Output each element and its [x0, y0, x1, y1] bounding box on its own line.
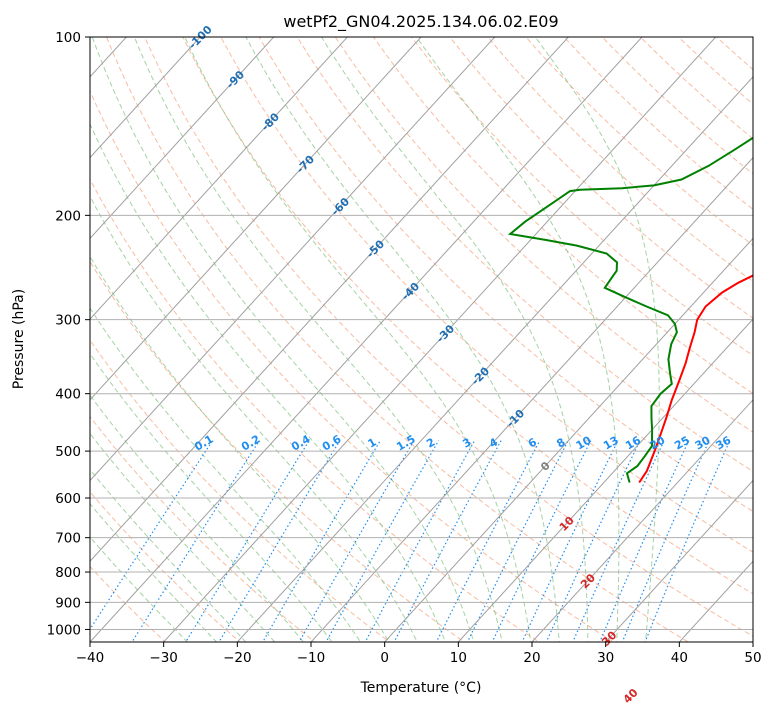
chart-title: wetPf2_GN04.2025.134.06.02.E09	[283, 12, 558, 32]
y-tick-label: 500	[55, 444, 81, 460]
y-tick-label: 800	[55, 565, 81, 581]
x-tick-label: 10	[450, 650, 467, 666]
plot-area	[90, 37, 753, 642]
x-tick-label: 0	[380, 650, 389, 666]
x-tick-label: 40	[671, 650, 688, 666]
y-tick-label: 900	[55, 595, 81, 611]
y-tick-label: 600	[55, 491, 81, 507]
x-tick-label: −20	[223, 650, 252, 666]
y-tick-label: 1000	[47, 622, 81, 638]
x-tick-label: −10	[297, 650, 326, 666]
x-tick-label: 50	[744, 650, 761, 666]
y-tick-label: 100	[55, 30, 81, 46]
y-tick-label: 300	[55, 313, 81, 329]
y-axis-label: Pressure (hPa)	[11, 289, 27, 389]
y-tick-label: 200	[55, 208, 81, 224]
x-tick-label: 30	[597, 650, 614, 666]
x-axis-label: Temperature (°C)	[360, 680, 482, 696]
y-tick-label: 400	[55, 387, 81, 403]
y-tick-label: 700	[55, 531, 81, 547]
x-tick-label: 20	[523, 650, 540, 666]
x-tick-label: −40	[76, 650, 105, 666]
x-tick-label: −30	[149, 650, 178, 666]
